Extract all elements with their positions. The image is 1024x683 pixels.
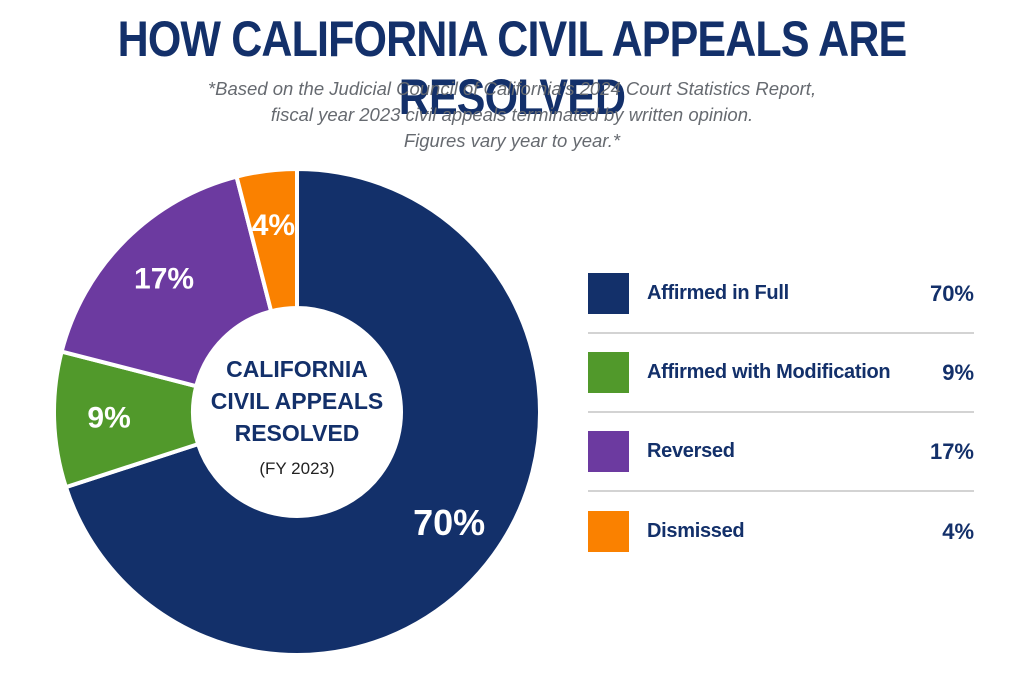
donut-hole [193, 308, 401, 516]
donut-chart: 70% 9% 17% 4% CALIFORNIA CIVIL APPEALS RESO… [52, 166, 542, 657]
subtitle-line: *Based on the Judicial Council of Califo… [207, 78, 817, 99]
legend-item: Affirmed in Full 70% [588, 255, 974, 334]
legend-label: Affirmed in Full [647, 282, 789, 304]
chart-subtitle: *Based on the Judicial Council of Califo… [112, 76, 912, 154]
chart-title: HOW CALIFORNIA CIVIL APPEALS ARE RESOLVE… [117, 11, 908, 125]
legend-value: 70% [929, 280, 974, 306]
legend-item: Reversed 17% [588, 413, 974, 492]
legend-swatch [588, 431, 629, 472]
donut-center-label: CALIFORNIA CIVIL APPEALS RESOLVED (FY 20… [211, 356, 384, 478]
subtitle-line: fiscal year 2023 civil appeals terminate… [270, 104, 754, 125]
center-label-line: CALIFORNIA [226, 356, 368, 382]
legend-value: 4% [942, 518, 974, 544]
center-label-line: RESOLVED [235, 420, 360, 446]
slice-value-label: 17% [134, 263, 194, 296]
center-sublabel: (FY 2023) [259, 459, 334, 478]
subtitle-line: Figures vary year to year.* [403, 130, 621, 151]
slice-value-label: 9% [87, 401, 130, 434]
chart-legend: Affirmed in Full 70% Affirmed with Modif… [588, 255, 974, 571]
legend-item: Affirmed with Modification 9% [588, 334, 974, 413]
center-label-line: CIVIL APPEALS [211, 388, 384, 414]
legend-swatch [588, 511, 629, 552]
legend-label: Dismissed [647, 520, 745, 542]
legend-item: Dismissed 4% [588, 492, 974, 571]
legend-label: Affirmed with Modification [647, 361, 891, 383]
donut-slices [52, 166, 542, 657]
legend-swatch [588, 273, 629, 314]
legend-label: Reversed [647, 440, 735, 462]
donut-slice-labels: 70% 9% 17% 4% [87, 209, 485, 543]
legend-swatch [588, 352, 629, 393]
legend-value: 9% [942, 359, 974, 385]
slice-value-label: 70% [413, 502, 485, 543]
slice-value-label: 4% [252, 209, 295, 242]
legend-value: 17% [929, 438, 974, 464]
